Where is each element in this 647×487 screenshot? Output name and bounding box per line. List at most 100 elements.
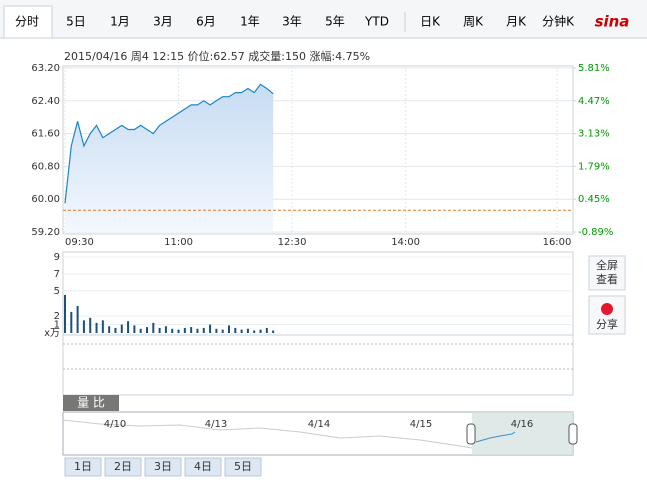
volume-bar <box>183 327 186 333</box>
day-button-label: 1日 <box>74 460 92 473</box>
info-line: 2015/04/16 周4 12:15 价位:62.57 成交量:150 涨幅:… <box>64 49 370 63</box>
logo: sina <box>595 13 630 31</box>
day-button[interactable] <box>224 457 262 477</box>
x-tick-label: 16:00 <box>543 237 572 248</box>
volume-bar <box>139 328 142 333</box>
volume-bar <box>265 327 268 333</box>
fullscreen-button[interactable] <box>588 255 626 291</box>
tab[interactable]: 1年 <box>240 15 260 29</box>
share-label: 分享 <box>596 317 618 331</box>
y2-tick-label: -0.89% <box>578 227 613 238</box>
volume-bar <box>259 329 262 333</box>
day-button[interactable] <box>64 457 102 477</box>
x-tick-label: 14:00 <box>391 237 420 248</box>
price-area <box>65 84 274 233</box>
volume-bar <box>164 326 167 333</box>
volume-bar <box>146 327 148 333</box>
volume-bar <box>82 320 85 333</box>
volume-bar <box>127 321 130 333</box>
volume-bar <box>133 325 136 333</box>
day-button[interactable] <box>104 457 142 477</box>
navigator-line <box>475 431 516 443</box>
y2-tick-label: 3.13% <box>578 129 610 140</box>
tab[interactable]: YTD <box>364 15 389 29</box>
x-tick-label: 11:00 <box>164 237 193 248</box>
tab-selected <box>3 5 53 39</box>
y-tick-label: 60.00 <box>31 194 60 205</box>
tab[interactable]: 周K <box>463 15 484 29</box>
fullscreen-label: 查看 <box>596 272 618 286</box>
volume-bar <box>228 325 230 333</box>
day-button[interactable] <box>144 457 182 477</box>
volume-bar <box>108 326 111 333</box>
day-button-label: 2日 <box>114 460 132 473</box>
y-tick-label: 1 <box>54 320 60 331</box>
y-tick-label: 62.40 <box>31 96 60 107</box>
tab[interactable]: 分时 <box>15 15 39 29</box>
volume-bar <box>196 328 199 333</box>
volume-bar <box>234 327 237 333</box>
day-button-label: 4日 <box>194 460 212 473</box>
volume-bar <box>215 328 218 333</box>
volume-bar <box>272 330 275 333</box>
tab[interactable]: 月K <box>506 15 527 29</box>
volume-bar <box>95 322 98 333</box>
volume-bar <box>158 327 161 333</box>
tab[interactable]: 分钟K <box>542 14 575 29</box>
ratio-tab <box>63 395 119 411</box>
weibo-icon <box>601 303 613 315</box>
y-tick-label: 2 <box>54 311 60 322</box>
x-tick-label: 12:30 <box>278 237 307 248</box>
tab[interactable]: 5日 <box>66 15 86 29</box>
navigator-date: 4/15 <box>410 419 432 430</box>
volume-bar <box>101 320 104 333</box>
volume-bar <box>240 329 243 333</box>
y-tick-label: 7 <box>54 269 60 280</box>
volume-bar <box>253 330 256 333</box>
tab[interactable]: 1月 <box>110 15 130 29</box>
price-panel <box>62 65 574 235</box>
y-tick-label: 9 <box>54 252 60 263</box>
y2-tick-label: 5.81% <box>578 63 610 74</box>
navigator-date: 4/16 <box>511 419 533 430</box>
fullscreen-label: 全屏 <box>596 258 618 272</box>
y2-tick-label: 4.47% <box>578 96 610 107</box>
volume-bar <box>209 324 212 333</box>
volume-bar <box>114 327 117 333</box>
price-line <box>64 83 274 204</box>
navigator-handle[interactable] <box>466 423 476 445</box>
tab[interactable]: 6月 <box>196 15 216 29</box>
day-button-label: 3日 <box>154 460 172 473</box>
tab-bar <box>0 0 647 38</box>
y-tick-label: 60.80 <box>31 161 60 172</box>
volume-bar <box>76 305 79 333</box>
y-tick-label: 61.60 <box>31 129 60 140</box>
unit-label: x万 <box>44 328 60 339</box>
y-tick-label: 63.20 <box>31 63 60 74</box>
volume-bar <box>152 322 155 333</box>
navigator-handle[interactable] <box>568 423 578 445</box>
day-button-label: 5日 <box>234 460 252 473</box>
navigator-date: 4/10 <box>104 419 126 430</box>
volume-bar <box>202 327 205 333</box>
ratio-panel <box>62 334 574 396</box>
volume-bar <box>171 328 174 333</box>
navigator-date: 4/14 <box>308 419 330 430</box>
y-tick-label: 5 <box>54 286 60 297</box>
tab[interactable]: 3年 <box>282 15 302 29</box>
volume-bar <box>221 329 224 333</box>
navigator-line <box>62 419 473 449</box>
x-tick-label: 09:30 <box>65 237 94 248</box>
day-button[interactable] <box>184 457 222 477</box>
tab[interactable]: 3月 <box>153 15 173 29</box>
y-tick-label: 59.20 <box>31 227 60 238</box>
volume-bar <box>64 295 66 333</box>
tab[interactable]: 5年 <box>325 15 345 29</box>
navigator-selection[interactable] <box>472 412 573 455</box>
volume-bar <box>120 324 123 333</box>
y2-tick-label: 0.45% <box>578 194 610 205</box>
tab[interactable]: 日K <box>420 15 441 29</box>
volume-bar <box>190 327 193 333</box>
ratio-tab-label: 量 比 <box>77 396 105 410</box>
